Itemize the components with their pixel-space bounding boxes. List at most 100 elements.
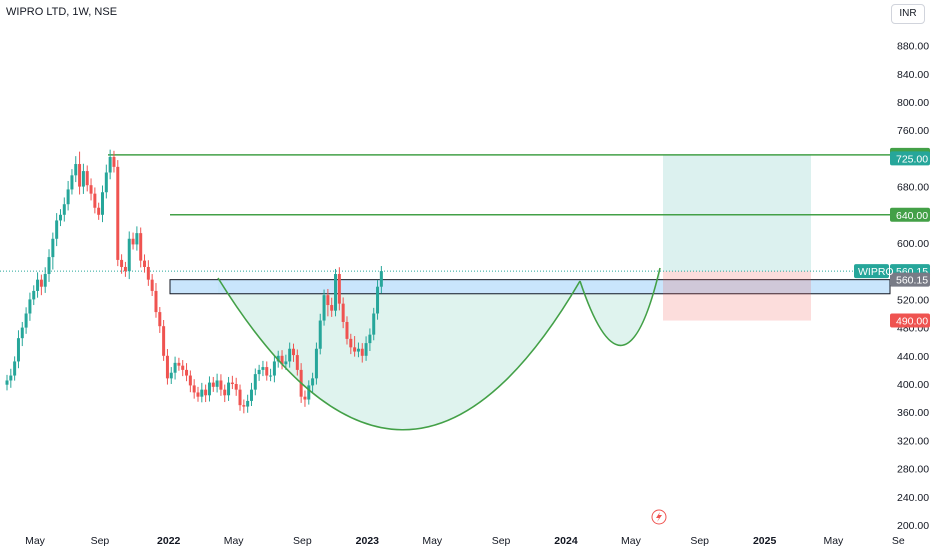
candle-body[interactable] (379, 271, 383, 287)
candle-body[interactable] (162, 326, 166, 356)
candle-body[interactable] (242, 405, 246, 407)
candle-body[interactable] (234, 384, 238, 390)
candle-body[interactable] (265, 367, 269, 376)
candle-body[interactable] (9, 375, 13, 381)
candle-body[interactable] (143, 260, 147, 267)
candle-body[interactable] (284, 361, 288, 365)
candle-body[interactable] (223, 389, 227, 396)
candle-body[interactable] (70, 175, 74, 190)
candle-body[interactable] (318, 320, 322, 349)
candle-body[interactable] (261, 367, 265, 370)
candle-body[interactable] (101, 192, 104, 215)
candle-body[interactable] (211, 382, 215, 387)
candle-body[interactable] (364, 343, 368, 356)
symbol-tag[interactable] (854, 264, 889, 279)
candle-body[interactable] (43, 274, 47, 287)
candle-body[interactable] (246, 400, 250, 407)
candle-body[interactable] (276, 355, 280, 362)
candle-body[interactable] (81, 171, 85, 187)
handle-curve[interactable] (579, 267, 661, 347)
candle-body[interactable] (204, 389, 208, 396)
candle-body[interactable] (288, 348, 292, 362)
candle-body[interactable] (349, 338, 353, 348)
candle-body[interactable] (173, 362, 177, 373)
candle-body[interactable] (39, 279, 43, 287)
candle-body[interactable] (51, 238, 55, 258)
currency-button[interactable]: INR (891, 4, 925, 24)
candle-body[interactable] (345, 321, 349, 339)
candle-body[interactable] (58, 214, 62, 221)
candle-body[interactable] (108, 156, 112, 173)
candle-body[interactable] (32, 290, 36, 300)
candle-body[interactable] (146, 266, 150, 280)
candle-body[interactable] (24, 313, 28, 328)
candle-body[interactable] (181, 365, 185, 370)
candle-body[interactable] (16, 338, 20, 362)
candle-body[interactable] (36, 279, 40, 291)
candle-body[interactable] (215, 380, 219, 387)
candle-body[interactable] (78, 164, 82, 187)
candle-body[interactable] (127, 238, 131, 272)
candle-body[interactable] (62, 204, 66, 215)
candle-body[interactable] (123, 266, 127, 272)
price-tag[interactable] (890, 151, 930, 166)
candle-body[interactable] (139, 233, 143, 261)
candle-body[interactable] (135, 233, 139, 245)
candle-body[interactable] (89, 185, 93, 194)
candle-body[interactable] (154, 290, 158, 313)
candle-body[interactable] (93, 193, 97, 208)
candle-body[interactable] (85, 171, 89, 186)
candle-body[interactable] (368, 334, 372, 344)
candle-body[interactable] (322, 295, 326, 321)
candle-body[interactable] (150, 279, 154, 291)
candle-body[interactable] (376, 286, 380, 314)
candle-body[interactable] (219, 380, 223, 390)
candle-body[interactable] (104, 172, 108, 193)
candle-body[interactable] (5, 380, 9, 385)
candle-body[interactable] (353, 347, 357, 352)
target-zone[interactable] (663, 154, 811, 272)
candle-body[interactable] (200, 389, 204, 397)
candle-body[interactable] (97, 207, 101, 215)
resistance-zone[interactable] (169, 279, 891, 295)
candle-body[interactable] (192, 385, 196, 393)
candle-body[interactable] (165, 355, 169, 379)
candle-body[interactable] (112, 156, 116, 167)
candle-body[interactable] (227, 382, 231, 396)
candle-body[interactable] (238, 389, 242, 406)
candle-body[interactable] (20, 327, 24, 339)
candle-body[interactable] (207, 382, 211, 396)
candle-body[interactable] (360, 348, 364, 356)
candle-body[interactable] (295, 355, 299, 370)
candle-body[interactable] (177, 362, 181, 366)
candle-body[interactable] (116, 166, 120, 260)
cup-curve[interactable] (217, 277, 581, 431)
price-tag[interactable] (890, 207, 930, 222)
candle-body[interactable] (188, 375, 192, 386)
candle-body[interactable] (356, 348, 360, 352)
candle-body[interactable] (196, 392, 200, 397)
candle-body[interactable] (158, 312, 162, 327)
candle-body[interactable] (314, 348, 318, 379)
candle-body[interactable] (55, 220, 59, 239)
candle-body[interactable] (307, 385, 311, 400)
candle-body[interactable] (47, 257, 51, 275)
candle-body[interactable] (66, 189, 70, 205)
candle-body[interactable] (249, 389, 253, 401)
candle-body[interactable] (269, 375, 273, 377)
candle-body[interactable] (272, 361, 276, 376)
price-tag[interactable] (890, 272, 930, 287)
candle-body[interactable] (74, 164, 78, 176)
candle-body[interactable] (28, 299, 32, 314)
candle-body[interactable] (280, 355, 284, 365)
stop-zone[interactable] (663, 271, 811, 321)
candle-body[interactable] (337, 274, 341, 304)
candle-body[interactable] (131, 238, 135, 245)
candle-body[interactable] (257, 369, 261, 375)
candle-body[interactable] (120, 259, 124, 267)
candle-body[interactable] (311, 378, 315, 386)
candle-body[interactable] (341, 303, 345, 322)
candle-body[interactable] (13, 361, 17, 376)
candle-body[interactable] (253, 374, 257, 390)
